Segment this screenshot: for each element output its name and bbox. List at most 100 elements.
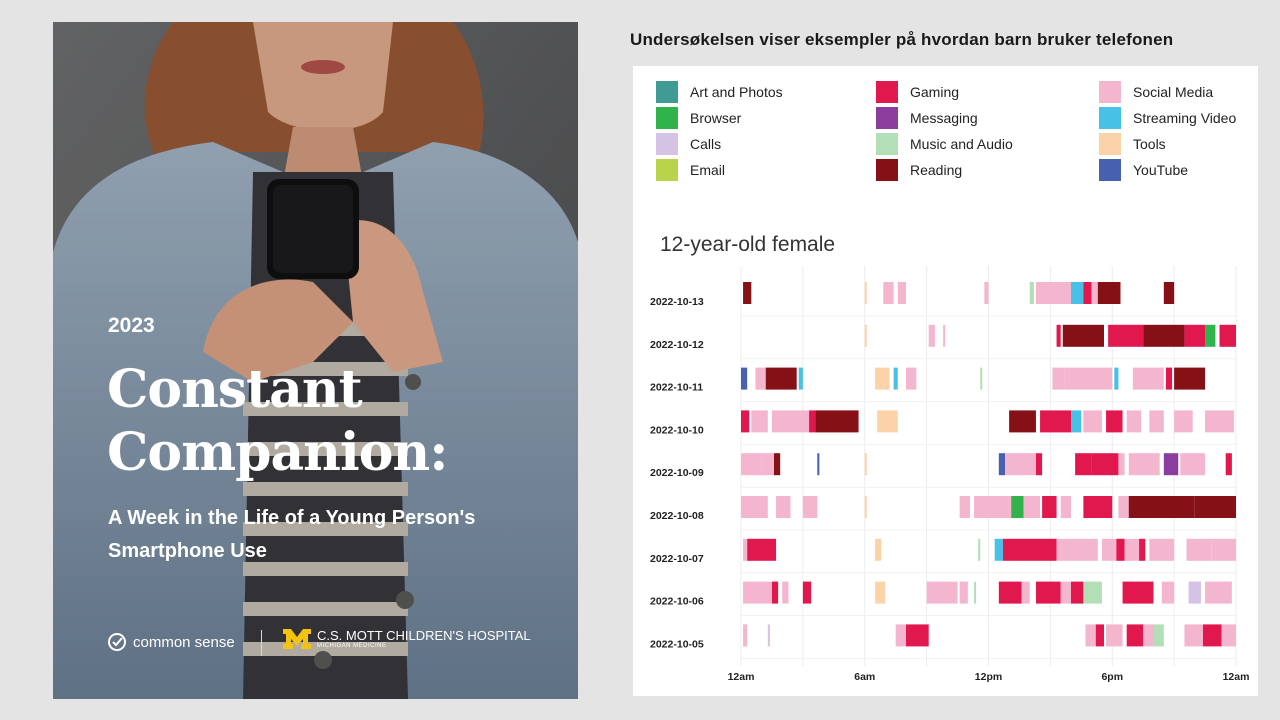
usage-segment	[1005, 453, 1036, 476]
usage-segment	[1021, 581, 1030, 604]
usage-segment	[1052, 367, 1065, 390]
usage-segment	[1126, 410, 1142, 433]
usage-segment	[755, 367, 766, 390]
usage-segment	[1143, 624, 1154, 647]
usage-segment	[741, 453, 762, 476]
usage-segment	[883, 282, 894, 304]
usage-segment	[802, 496, 818, 518]
usage-segment	[875, 581, 886, 604]
usage-segment	[1035, 581, 1061, 604]
usage-segment	[1139, 538, 1146, 561]
usage-segment	[1149, 410, 1164, 433]
usage-segment	[1118, 453, 1125, 476]
legend-swatch	[1099, 159, 1121, 181]
usage-segment	[815, 410, 859, 433]
usage-segment	[978, 538, 981, 561]
usage-segment	[877, 410, 898, 433]
usage-segment	[774, 453, 781, 476]
legend-swatch	[1099, 81, 1121, 103]
usage-segment	[782, 581, 789, 604]
usage-segment	[761, 453, 774, 476]
legend-swatch	[1099, 133, 1121, 155]
mott-hospital-logo: C.S. MOTT CHILDREN'S HOSPITAL MICHIGAN M…	[283, 629, 531, 649]
usage-segment	[1124, 538, 1140, 561]
usage-segment	[751, 410, 768, 433]
common-sense-logo: common sense	[107, 632, 235, 652]
usage-segment	[1149, 538, 1175, 561]
usage-segment	[895, 624, 906, 647]
usage-segment	[1118, 496, 1129, 518]
usage-segment	[1211, 538, 1236, 561]
usage-segment	[765, 367, 797, 390]
michigan-m-icon	[283, 629, 311, 649]
usage-segment	[1161, 581, 1175, 604]
usage-segment	[1225, 453, 1232, 476]
usage-segment	[817, 453, 820, 476]
legend-label: YouTube	[1133, 162, 1189, 178]
legend-label: Gaming	[910, 84, 960, 100]
usage-segment	[1071, 581, 1084, 604]
usage-segment	[1002, 538, 1057, 561]
usage-segment	[767, 624, 770, 647]
cover-photo	[53, 22, 578, 699]
usage-segment	[1174, 410, 1193, 433]
usage-segment	[1060, 496, 1071, 518]
legend-label: Music and Audio	[910, 136, 1013, 152]
legend-swatch	[876, 81, 898, 103]
row-date-label: 2022-10-09	[650, 467, 704, 479]
usage-segment	[906, 367, 917, 390]
x-tick-label: 12pm	[975, 671, 1002, 683]
usage-segment	[998, 581, 1022, 604]
legend-item-tools: Tools	[1099, 133, 1166, 155]
usage-segment	[1042, 496, 1057, 518]
row-date-label: 2022-10-11	[650, 382, 703, 394]
usage-segment	[1009, 410, 1036, 433]
row-date-label: 2022-10-08	[650, 510, 704, 522]
legend-label: Calls	[690, 136, 722, 152]
legend-label: Tools	[1133, 136, 1166, 152]
legend-swatch	[876, 133, 898, 155]
legend-item-art-and-photos: Art and Photos	[656, 81, 783, 103]
usage-segment	[1174, 367, 1206, 390]
usage-segment	[1095, 624, 1104, 647]
cover-title-line1: Constant	[107, 359, 363, 420]
usage-segment	[1062, 324, 1104, 347]
slide-heading: Undersøkelsen viser eksempler på hvordan…	[630, 30, 1174, 49]
row-date-label: 2022-10-13	[650, 296, 704, 308]
usage-segment	[1091, 282, 1098, 304]
legend-item-gaming: Gaming	[876, 81, 959, 103]
usage-segment	[809, 410, 816, 433]
usage-segment	[1180, 453, 1206, 476]
usage-segment	[1205, 410, 1234, 433]
legend-swatch	[1099, 107, 1121, 129]
usage-segment	[1128, 496, 1195, 518]
usage-segment	[1116, 538, 1125, 561]
usage-segment	[974, 496, 1012, 518]
usage-segment	[1153, 624, 1164, 647]
legend-swatch	[876, 159, 898, 181]
usage-segment	[1184, 624, 1203, 647]
cover-title: Constant Companion:	[107, 358, 567, 484]
x-tick-label: 12am	[1223, 671, 1250, 683]
usage-segment	[1205, 581, 1232, 604]
usage-segment	[1184, 324, 1206, 347]
usage-segment	[771, 410, 810, 433]
usage-segment	[771, 581, 779, 604]
x-tick-label: 6am	[854, 671, 875, 683]
usage-segment	[897, 282, 906, 304]
x-tick-label: 12am	[728, 671, 755, 683]
usage-segment	[928, 324, 935, 347]
mott-sublabel: MICHIGAN MEDICINE	[317, 643, 387, 649]
usage-segment	[1091, 453, 1119, 476]
legend-item-calls: Calls	[656, 133, 721, 155]
usage-segment	[1056, 324, 1061, 347]
usage-segment	[1194, 496, 1236, 518]
legend-item-youtube: YouTube	[1099, 159, 1188, 181]
row-date-label: 2022-10-10	[650, 424, 704, 436]
usage-segment	[984, 282, 989, 304]
usage-segment	[1122, 581, 1154, 604]
usage-segment	[1163, 453, 1179, 476]
usage-segment	[1165, 367, 1173, 390]
usage-segment	[974, 581, 977, 604]
usage-segment	[906, 624, 929, 647]
